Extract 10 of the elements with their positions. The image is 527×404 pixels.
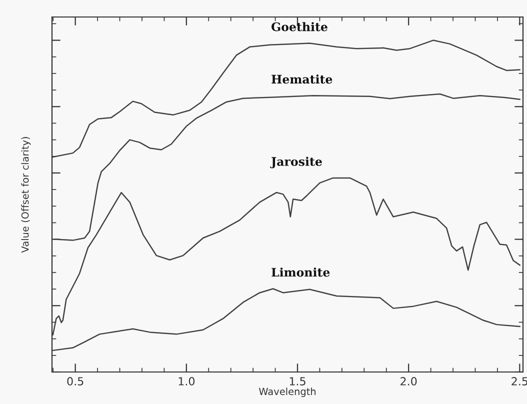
series-label: Limonite [272,268,330,277]
x-axis-title: Wavelength [258,388,316,398]
x-tick-label: 2.0 [400,377,417,386]
x-tick-label: 1.0 [178,377,195,386]
series-label: Hematite [272,74,332,84]
legend-label: Goethite [272,22,328,32]
x-tick-label: 0.5 [67,377,84,386]
y-axis-title: Value (Offset for clarity) [21,137,31,253]
series-label: Jarosite [270,156,322,168]
x-tick-label: 1.5 [290,377,306,386]
